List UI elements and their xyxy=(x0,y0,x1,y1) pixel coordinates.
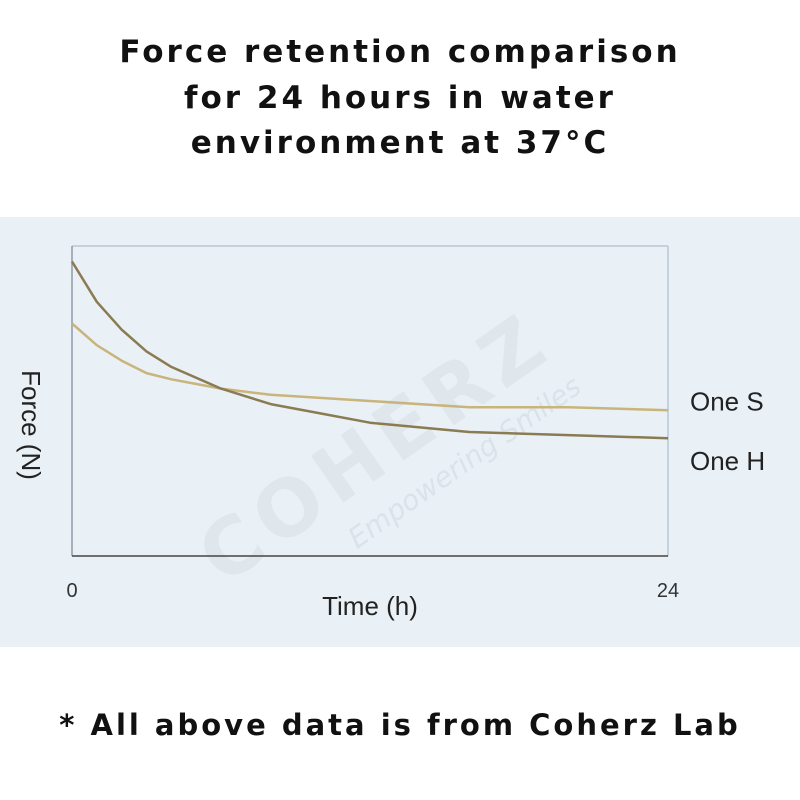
footnote: * All above data is from Coherz Lab xyxy=(59,708,741,742)
series-line xyxy=(70,260,669,440)
chart-panel xyxy=(0,217,800,647)
series-line xyxy=(71,322,669,412)
x-axis-label: Time (h) xyxy=(322,591,418,621)
title-line: for 24 hours in water xyxy=(184,80,616,116)
x-tick-label: 24 xyxy=(657,580,679,602)
legend-label: One S xyxy=(690,386,764,416)
title-line: Force retention comparison xyxy=(119,34,680,70)
x-tick-label: 0 xyxy=(66,580,77,602)
y-axis-label: Force (N) xyxy=(16,370,46,480)
legend-label: One H xyxy=(690,446,765,476)
title-line: environment at 37°C xyxy=(191,125,610,161)
